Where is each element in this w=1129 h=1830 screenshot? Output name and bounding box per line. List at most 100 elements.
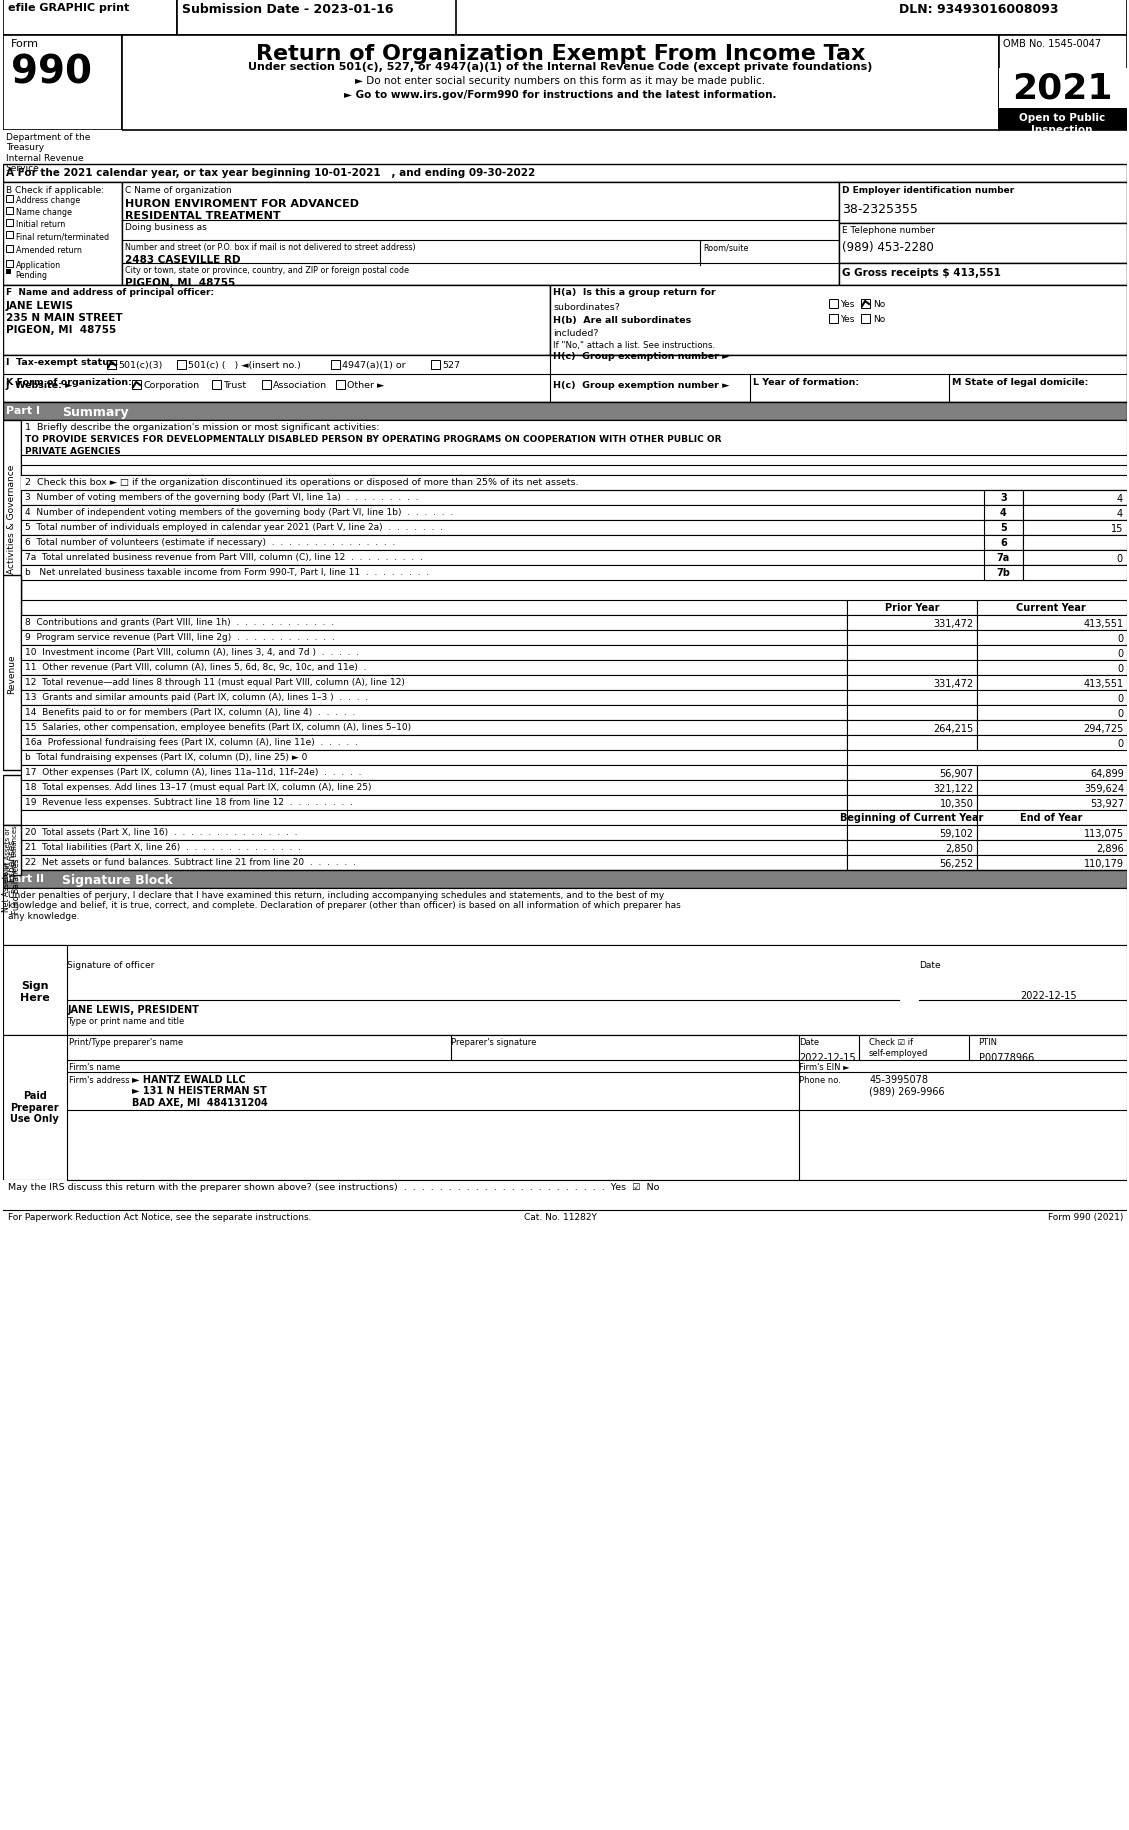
Bar	[1023, 505, 1127, 522]
Bar	[1023, 490, 1127, 505]
Bar	[20, 840, 847, 856]
Text: PIGEON, MI  48755: PIGEON, MI 48755	[6, 324, 116, 335]
Bar	[122, 37, 998, 132]
Text: PIGEON, MI  48755: PIGEON, MI 48755	[125, 278, 236, 287]
Text: Name change: Name change	[16, 209, 71, 218]
Text: E Telephone number: E Telephone number	[842, 225, 935, 234]
Text: Type or print name and title: Type or print name and title	[68, 1016, 185, 1025]
Bar	[20, 690, 847, 706]
Bar	[977, 856, 1127, 871]
Bar	[977, 690, 1127, 706]
Bar	[998, 37, 1127, 132]
Text: 6: 6	[1000, 538, 1007, 547]
Bar	[977, 646, 1127, 661]
Text: Date: Date	[919, 961, 940, 970]
Text: 4: 4	[1000, 507, 1007, 518]
Bar	[331, 361, 340, 370]
Text: C Name of organization: C Name of organization	[125, 187, 231, 194]
Text: 4947(a)(1) or: 4947(a)(1) or	[342, 361, 406, 370]
Bar	[20, 551, 1127, 565]
Bar	[861, 300, 870, 309]
Text: Beginning of Current Year: Beginning of Current Year	[840, 813, 983, 822]
Bar	[977, 675, 1127, 690]
Text: 264,215: 264,215	[934, 723, 973, 734]
Text: Firm's name: Firm's name	[70, 1063, 121, 1071]
Bar	[177, 0, 456, 37]
Bar	[20, 796, 847, 811]
Bar	[20, 421, 1127, 476]
Text: 990: 990	[10, 53, 91, 92]
Bar	[20, 615, 847, 631]
Bar	[977, 615, 1127, 631]
Text: 10,350: 10,350	[939, 798, 973, 809]
Bar	[212, 381, 221, 390]
Text: 56,252: 56,252	[939, 858, 973, 869]
Text: Date: Date	[799, 1038, 820, 1047]
Bar	[983, 490, 1023, 505]
Text: 38-2325355: 38-2325355	[842, 203, 918, 216]
Text: Check ☑ if: Check ☑ if	[869, 1038, 913, 1047]
Text: 0: 0	[1118, 633, 1124, 644]
Text: Signature Block: Signature Block	[62, 873, 174, 886]
Text: Revenue: Revenue	[7, 653, 16, 694]
Text: Department of the
Treasury
Internal Revenue
Service: Department of the Treasury Internal Reve…	[6, 134, 90, 174]
Text: 13  Grants and similar amounts paid (Part IX, column (A), lines 1–3 )  .  .  .  : 13 Grants and similar amounts paid (Part…	[25, 692, 368, 701]
Bar	[977, 706, 1127, 721]
Text: 5: 5	[1000, 523, 1007, 533]
Text: 2,896: 2,896	[1096, 844, 1124, 853]
Text: Expenses: Expenses	[7, 838, 16, 882]
Bar	[122, 183, 839, 285]
Bar	[20, 631, 847, 646]
Bar	[2, 1180, 1127, 1210]
Text: Phone no.: Phone no.	[799, 1076, 841, 1085]
Text: Room/suite: Room/suite	[702, 243, 749, 253]
Text: ► 131 N HEISTERMAN ST: ► 131 N HEISTERMAN ST	[132, 1085, 266, 1096]
Text: Activities & Governance: Activities & Governance	[7, 465, 16, 573]
Bar	[336, 381, 345, 390]
Text: 5  Total number of individuals employed in calendar year 2021 (Part V, line 2a) : 5 Total number of individuals employed i…	[25, 523, 443, 533]
Bar	[1023, 551, 1127, 565]
Bar	[2, 165, 1127, 183]
Bar	[6, 245, 12, 253]
Text: 3: 3	[1000, 492, 1007, 503]
Text: Form: Form	[10, 38, 38, 49]
Text: G Gross receipts $ 413,551: G Gross receipts $ 413,551	[842, 267, 1001, 278]
Text: H(b)  Are all subordinates: H(b) Are all subordinates	[553, 317, 692, 324]
Bar	[847, 675, 977, 690]
Text: 20  Total assets (Part X, line 16)  .  .  .  .  .  .  .  .  .  .  .  .  .  .  .: 20 Total assets (Part X, line 16) . . . …	[25, 827, 297, 836]
Bar	[847, 690, 977, 706]
Text: 113,075: 113,075	[1084, 829, 1124, 838]
Text: 2  Check this box ► □ if the organization discontinued its operations or dispose: 2 Check this box ► □ if the organization…	[25, 478, 578, 487]
Text: Under penalties of perjury, I declare that I have examined this return, includin: Under penalties of perjury, I declare th…	[8, 891, 681, 920]
Text: 501(c) (   ) ◄(insert no.): 501(c) ( ) ◄(insert no.)	[187, 361, 300, 370]
Bar	[2, 946, 68, 1036]
Bar	[839, 264, 1127, 285]
Text: Paid
Preparer
Use Only: Paid Preparer Use Only	[10, 1091, 59, 1124]
Bar	[847, 840, 977, 856]
Bar	[977, 765, 1127, 781]
Text: Yes: Yes	[840, 300, 855, 309]
Text: Number and street (or P.O. box if mail is not delivered to street address): Number and street (or P.O. box if mail i…	[125, 243, 415, 253]
Text: Current Year: Current Year	[1016, 602, 1086, 613]
Text: Association: Association	[272, 381, 326, 390]
Text: 4: 4	[1117, 494, 1123, 503]
Text: Corporation: Corporation	[143, 381, 199, 390]
Text: Preparer's signature: Preparer's signature	[450, 1038, 536, 1047]
Text: 53,927: 53,927	[1089, 798, 1124, 809]
Bar	[847, 706, 977, 721]
Bar	[1023, 536, 1127, 551]
Text: L Year of formation:: L Year of formation:	[753, 377, 859, 386]
Text: 8  Contributions and grants (Part VIII, line 1h)  .  .  .  .  .  .  .  .  .  .  : 8 Contributions and grants (Part VIII, l…	[25, 619, 334, 626]
Text: 14  Benefits paid to or for members (Part IX, column (A), line 4)  .  .  .  .  .: 14 Benefits paid to or for members (Part…	[25, 708, 355, 717]
Text: b  Total fundraising expenses (Part IX, column (D), line 25) ► 0: b Total fundraising expenses (Part IX, c…	[25, 752, 307, 761]
Bar	[839, 183, 1127, 223]
Bar	[20, 646, 847, 661]
Bar	[847, 736, 977, 750]
Text: Amended return: Amended return	[16, 245, 81, 254]
Bar	[2, 1036, 68, 1180]
Bar	[20, 856, 847, 871]
Bar	[977, 736, 1127, 750]
Text: 7a: 7a	[997, 553, 1010, 562]
Bar	[1023, 522, 1127, 536]
Bar	[998, 70, 1127, 110]
